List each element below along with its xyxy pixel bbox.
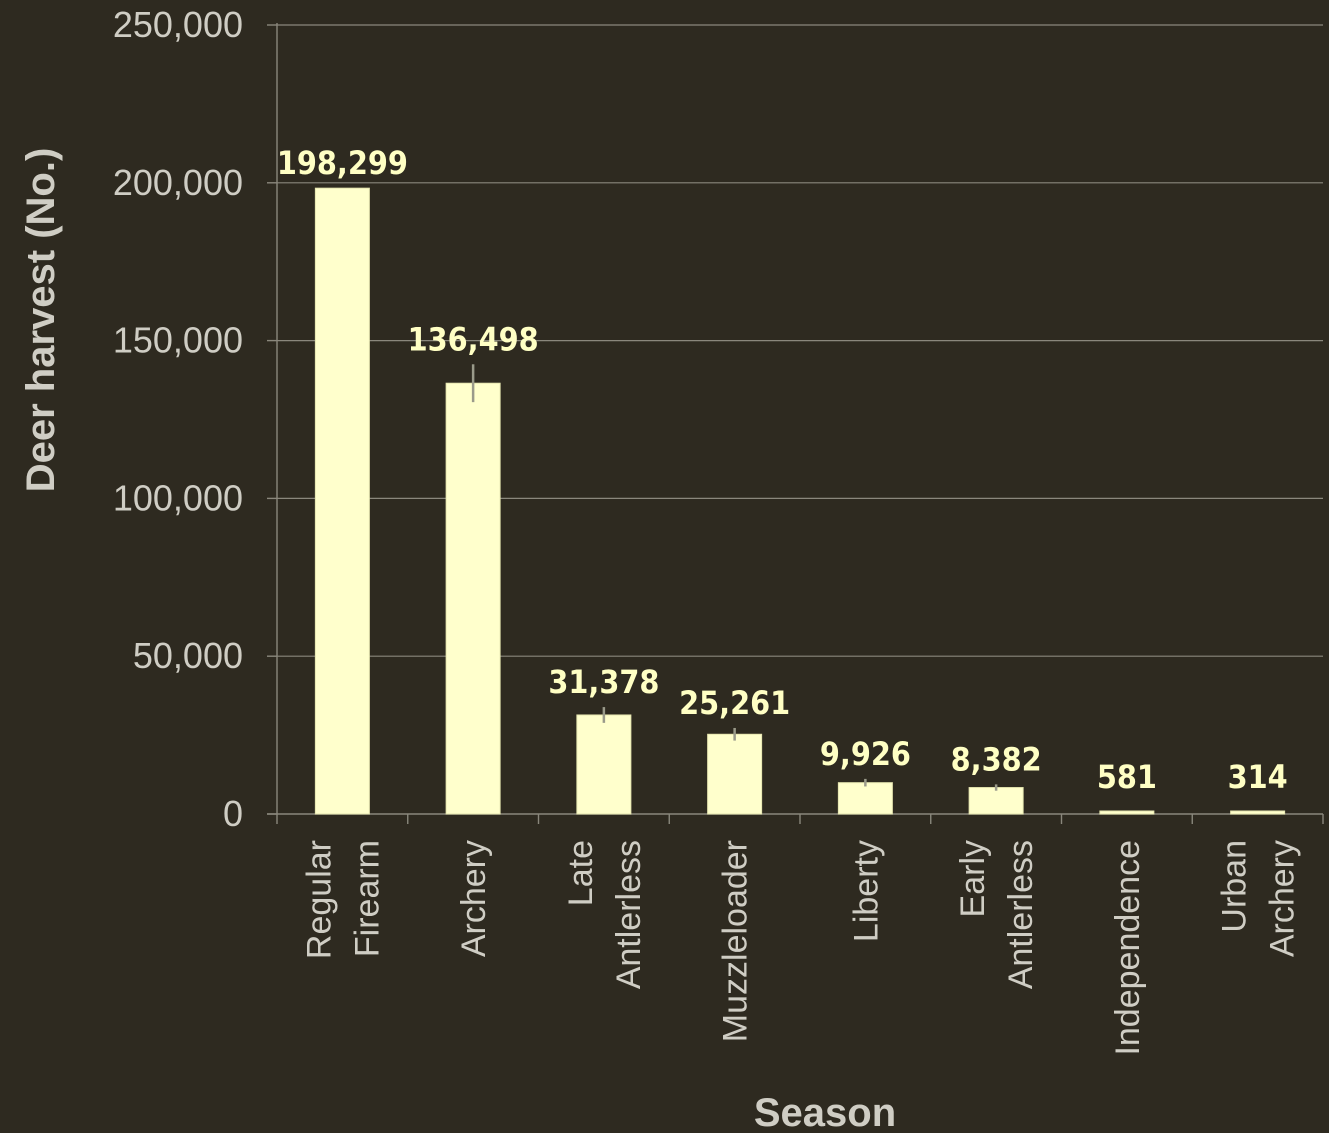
x-tick-label: Archery <box>455 840 493 957</box>
y-tick-label: 0 <box>223 793 243 834</box>
y-tick-label: 150,000 <box>113 320 243 361</box>
bar <box>1099 810 1155 815</box>
bar <box>314 187 370 815</box>
axes: 0 50,000 100,000 150,000 200,000 250,000 <box>113 4 1324 834</box>
x-tick-label: Urban Archery <box>1216 840 1302 957</box>
x-tick-label: Muzzleloader <box>717 840 755 1042</box>
data-label: 314 <box>1228 758 1288 796</box>
y-tick-label: 250,000 <box>113 4 243 45</box>
x-tick-label: Late Antlerless <box>562 840 648 989</box>
bar <box>707 733 763 815</box>
y-tick-label: 200,000 <box>113 162 243 203</box>
x-tick-label-line: Archery <box>455 840 493 957</box>
bar <box>576 714 632 815</box>
data-label: 136,498 <box>408 320 539 358</box>
x-tick-label-line: Independence <box>1109 840 1147 1056</box>
x-tick-labels: Regular Firearm Archery Late Antlerless Muzzl… <box>300 840 1301 1056</box>
x-tick-label-line: Late <box>562 840 600 906</box>
data-label: 9,926 <box>820 735 911 773</box>
x-tick-label: Independence <box>1109 840 1147 1056</box>
y-axis-title: Deer harvest (No.) <box>19 148 63 493</box>
y-tick-label: 50,000 <box>133 635 243 676</box>
bar <box>1230 810 1286 815</box>
x-tick-label-line: Antlerless <box>1002 840 1040 989</box>
x-tick-label: Early Antlerless <box>954 840 1040 989</box>
x-axis-title: Season <box>754 1091 896 1133</box>
data-label: 25,261 <box>679 684 790 722</box>
bars <box>314 187 1286 815</box>
x-tick-label-line: Liberty <box>847 840 885 942</box>
y-tick-label: 100,000 <box>113 477 243 518</box>
data-label: 198,299 <box>277 144 408 182</box>
x-tick-label: Regular Firearm <box>300 840 386 959</box>
data-label: 8,382 <box>951 740 1042 778</box>
data-labels: 198,299 136,498 31,378 25,261 9,926 8,382 581 3… <box>277 144 1288 796</box>
data-label: 581 <box>1097 758 1157 796</box>
x-tick-label-line: Antlerless <box>610 840 648 989</box>
data-label: 31,378 <box>548 663 659 701</box>
x-tick-label-line: Firearm <box>348 840 386 957</box>
x-tick-label-line: Early <box>954 840 992 917</box>
bar <box>968 787 1024 815</box>
x-tick-label-line: Archery <box>1264 840 1302 957</box>
x-tick-label: Liberty <box>847 840 885 942</box>
bar <box>837 782 893 815</box>
x-tick-label-line: Muzzleloader <box>717 840 755 1042</box>
bar <box>445 382 501 815</box>
x-tick-label-line: Regular <box>300 840 338 959</box>
x-tick-label-line: Urban <box>1216 840 1254 933</box>
